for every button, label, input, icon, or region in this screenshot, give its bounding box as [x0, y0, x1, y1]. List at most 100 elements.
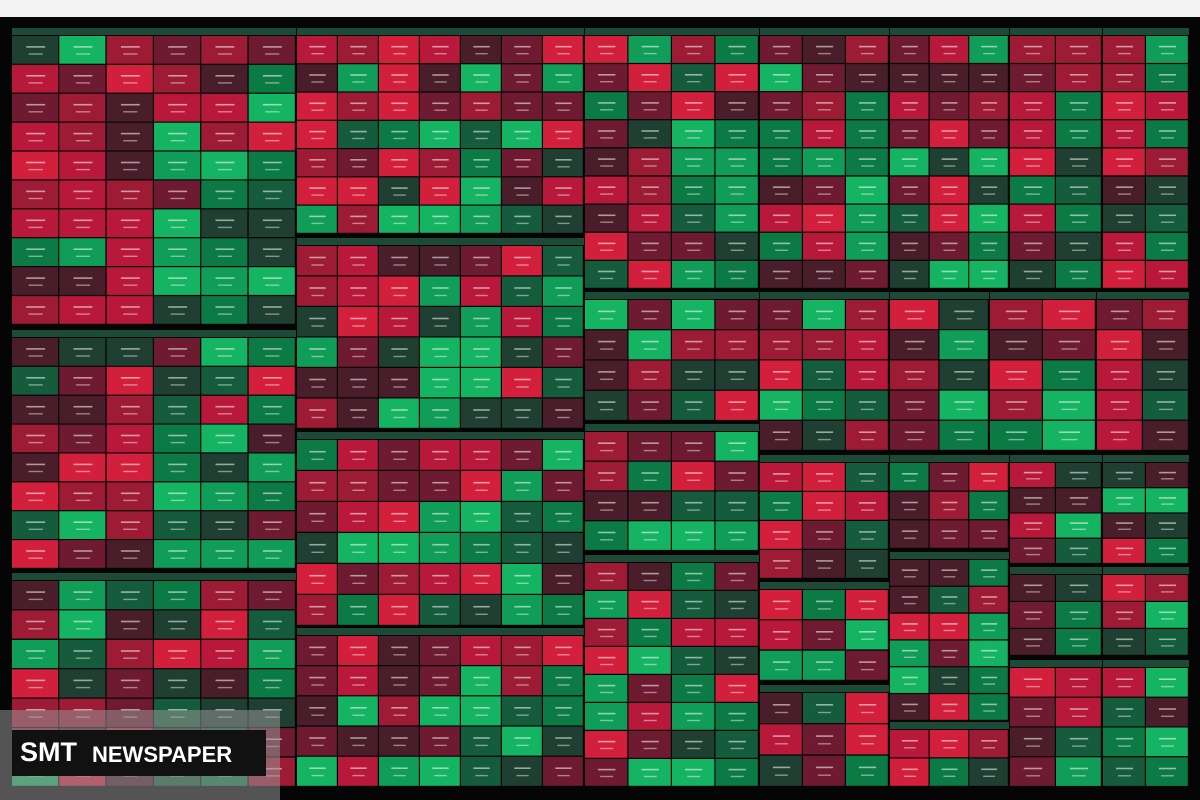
stock-tile: [420, 756, 460, 786]
stock-tile: [890, 330, 939, 360]
tile-change: [903, 629, 916, 632]
stock-tile: [628, 330, 671, 360]
stock-tile: [929, 232, 969, 260]
tile-label: [728, 270, 746, 273]
stock-tile: [461, 696, 501, 726]
stock-tile: [154, 540, 201, 568]
tile-change: [170, 140, 185, 142]
tile-label: [641, 572, 659, 575]
stock-tile: [502, 36, 542, 64]
stock-tile: [803, 390, 845, 420]
tile-change: [516, 458, 529, 460]
tile-change: [1026, 715, 1040, 717]
tile-label: [815, 45, 834, 48]
tile-change: [903, 508, 916, 511]
tile-change: [1026, 685, 1040, 688]
tile-change: [600, 81, 614, 83]
tile-change: [687, 109, 701, 111]
stock-tile: [59, 453, 106, 482]
tile-change: [123, 168, 138, 171]
tile-change: [600, 221, 614, 223]
stock-tile: [154, 669, 201, 698]
stock-tile: [154, 180, 201, 209]
tile-label: [262, 521, 282, 523]
stock-tile: [12, 36, 59, 64]
tile-label: [685, 684, 703, 687]
stock-tile: [248, 395, 295, 424]
stock-tile: [59, 482, 106, 511]
tile-label: [641, 501, 659, 504]
tile-label: [1115, 74, 1134, 76]
tile-label: [26, 377, 46, 379]
tile-label: [772, 560, 791, 562]
tile-change: [516, 416, 529, 419]
tile-change: [516, 520, 529, 522]
tile-label: [309, 450, 326, 453]
tile-label: [514, 646, 531, 649]
tile-label: [1110, 340, 1130, 343]
stock-tile: [1146, 260, 1188, 288]
stock-tile: [1146, 575, 1188, 601]
tile-label: [598, 442, 616, 444]
stock-tile: [461, 595, 501, 625]
tile-change: [1026, 503, 1040, 505]
sector-header: [1103, 567, 1189, 574]
tile-change: [818, 774, 831, 776]
tile-change: [352, 714, 365, 716]
stock-tile: [1056, 757, 1101, 786]
tile-label: [391, 102, 408, 105]
sector-header: [12, 573, 296, 580]
tile-change: [1161, 52, 1174, 55]
tile-label: [473, 256, 490, 259]
tile-change: [600, 747, 614, 750]
tile-label: [350, 287, 367, 289]
tile-change: [1161, 137, 1174, 139]
tile-change: [775, 249, 788, 251]
stock-tile: [890, 520, 929, 548]
tile-label: [309, 676, 326, 679]
stock-tile: [890, 360, 939, 390]
stock-tile: [929, 520, 969, 548]
stock-tile: [502, 666, 542, 696]
stock-tile: [12, 581, 59, 610]
stock-tile: [502, 149, 542, 177]
tile-change: [217, 441, 233, 444]
stock-tile: [248, 669, 295, 698]
tile-change: [352, 520, 365, 522]
tile-change: [943, 52, 956, 55]
tile-label: [26, 434, 46, 437]
stock-tile: [1103, 697, 1145, 727]
tile-change: [861, 538, 874, 540]
stock-tile: [297, 726, 337, 756]
stock-tile: [628, 647, 671, 674]
tile-label: [473, 409, 490, 411]
tile-label: [215, 405, 235, 408]
tile-label: [904, 431, 925, 433]
tile-change: [311, 684, 324, 686]
tile-label: [432, 605, 449, 608]
stock-tile: [803, 550, 845, 578]
tile-label: [309, 348, 326, 350]
tile-change: [434, 355, 447, 358]
tile-label: [120, 132, 140, 135]
stock-tile: [1143, 390, 1188, 420]
stock-tile: [59, 639, 106, 669]
tile-label: [1158, 270, 1177, 273]
tile-change: [775, 81, 788, 83]
tile-label: [981, 676, 998, 679]
stock-tile: [338, 471, 378, 501]
tile-change: [861, 774, 874, 776]
tile-change: [903, 109, 916, 111]
stock-tile: [248, 64, 295, 93]
tile-change: [643, 691, 657, 694]
tile-label: [73, 75, 93, 77]
tile-change: [943, 710, 956, 712]
tile-label: [309, 378, 326, 381]
tile-label: [1023, 471, 1043, 474]
tile-label: [309, 481, 326, 484]
tile-change: [475, 222, 488, 225]
stock-tile: [760, 148, 802, 176]
tile-change: [861, 608, 874, 610]
tile-change: [123, 313, 138, 315]
tile-label: [168, 46, 188, 48]
